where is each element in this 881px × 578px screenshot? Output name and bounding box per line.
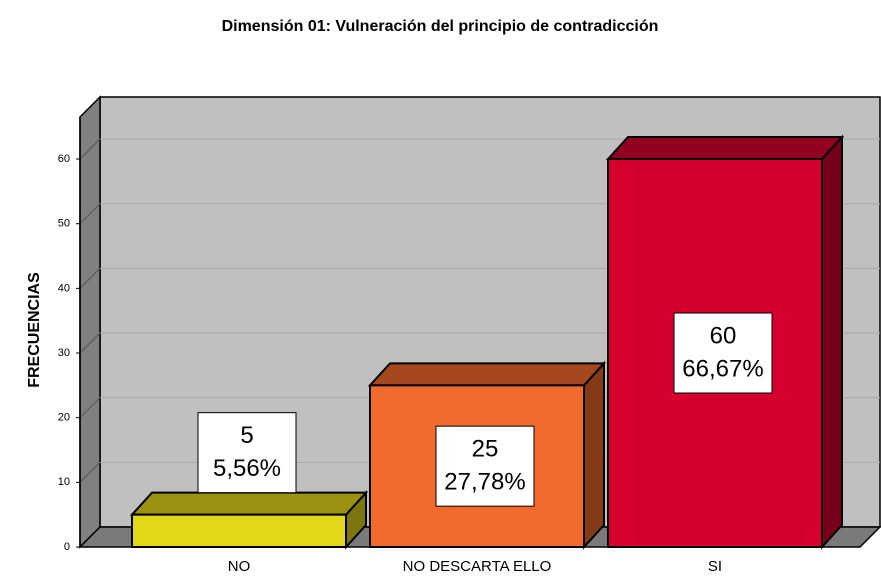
x-tick-label: NO [228,558,251,575]
data-label-percent: 27,78% [444,469,525,496]
chart-title: Dimensión 01: Vulneración del principio … [222,18,659,35]
grid-line-side [79,397,101,419]
bar-side [583,360,605,550]
data-label-percent: 5,56% [213,455,281,482]
data-label-percent: 66,67% [682,355,763,382]
grid-line-side [79,138,101,160]
x-tick-label: SI [708,558,722,575]
y-tick-label: 40 [58,282,70,294]
data-label: 25 [472,436,499,463]
bar-top [129,491,369,516]
y-tick-label: 0 [64,541,70,553]
y-tick-label: 60 [58,153,70,165]
bar [131,513,347,549]
grid-line-side [79,267,101,289]
data-label-box [673,312,773,394]
grid-line-side [79,332,101,354]
grid-line-side [79,203,101,225]
x-tick-label: NO DESCARTA ELLO [403,558,552,575]
bar-top [605,136,845,161]
grid-line-side [79,461,101,483]
y-axis-title: FRECUENCIAS [26,272,43,388]
y-tick-label: 20 [58,412,70,424]
y-tick-label: 30 [58,347,70,359]
data-label-box [197,412,297,494]
y-tick-label: 10 [58,476,70,488]
data-label: 5 [240,422,253,449]
data-label-box [435,425,535,507]
data-label: 60 [710,322,737,349]
bar-top [367,362,607,387]
bar-side [821,134,843,550]
y-tick-label: 50 [58,218,70,230]
